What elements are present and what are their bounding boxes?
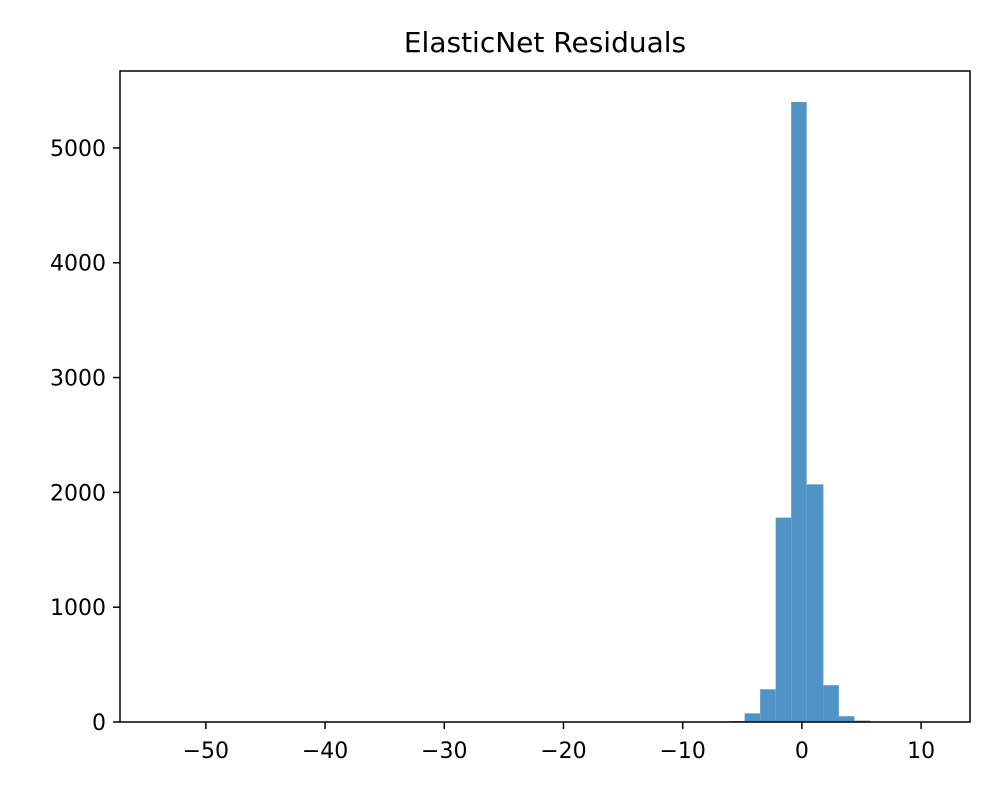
x-tick-label: −10 xyxy=(659,739,705,764)
x-tick-label: −50 xyxy=(183,739,229,764)
plot-frame xyxy=(119,70,971,723)
y-tick-label: 5000 xyxy=(50,137,106,162)
histogram-bar xyxy=(806,484,824,722)
histogram-bar xyxy=(838,716,855,722)
x-tick-label: −20 xyxy=(540,739,586,764)
y-tick-label: 0 xyxy=(92,711,106,736)
chart-title: ElasticNet Residuals xyxy=(404,26,686,59)
y-axis: 0 1000 2000 3000 4000 5000 xyxy=(50,137,120,736)
histogram-bar xyxy=(775,517,792,722)
x-tick-label: −40 xyxy=(302,739,348,764)
y-tick-label: 4000 xyxy=(50,252,106,277)
y-tick-label: 2000 xyxy=(50,481,106,506)
histogram-bar xyxy=(760,689,776,722)
x-axis: −50 −40 −30 −20 −10 0 10 xyxy=(183,722,935,764)
x-tick-label: 10 xyxy=(907,739,935,764)
bars-group xyxy=(136,102,886,722)
y-tick-label: 1000 xyxy=(50,596,106,621)
histogram-bar xyxy=(823,685,839,722)
x-tick-label: −30 xyxy=(421,739,467,764)
histogram-bar xyxy=(744,713,761,722)
histogram-bar xyxy=(791,102,807,722)
x-tick-label: 0 xyxy=(795,739,809,764)
y-tick-label: 3000 xyxy=(50,367,106,392)
